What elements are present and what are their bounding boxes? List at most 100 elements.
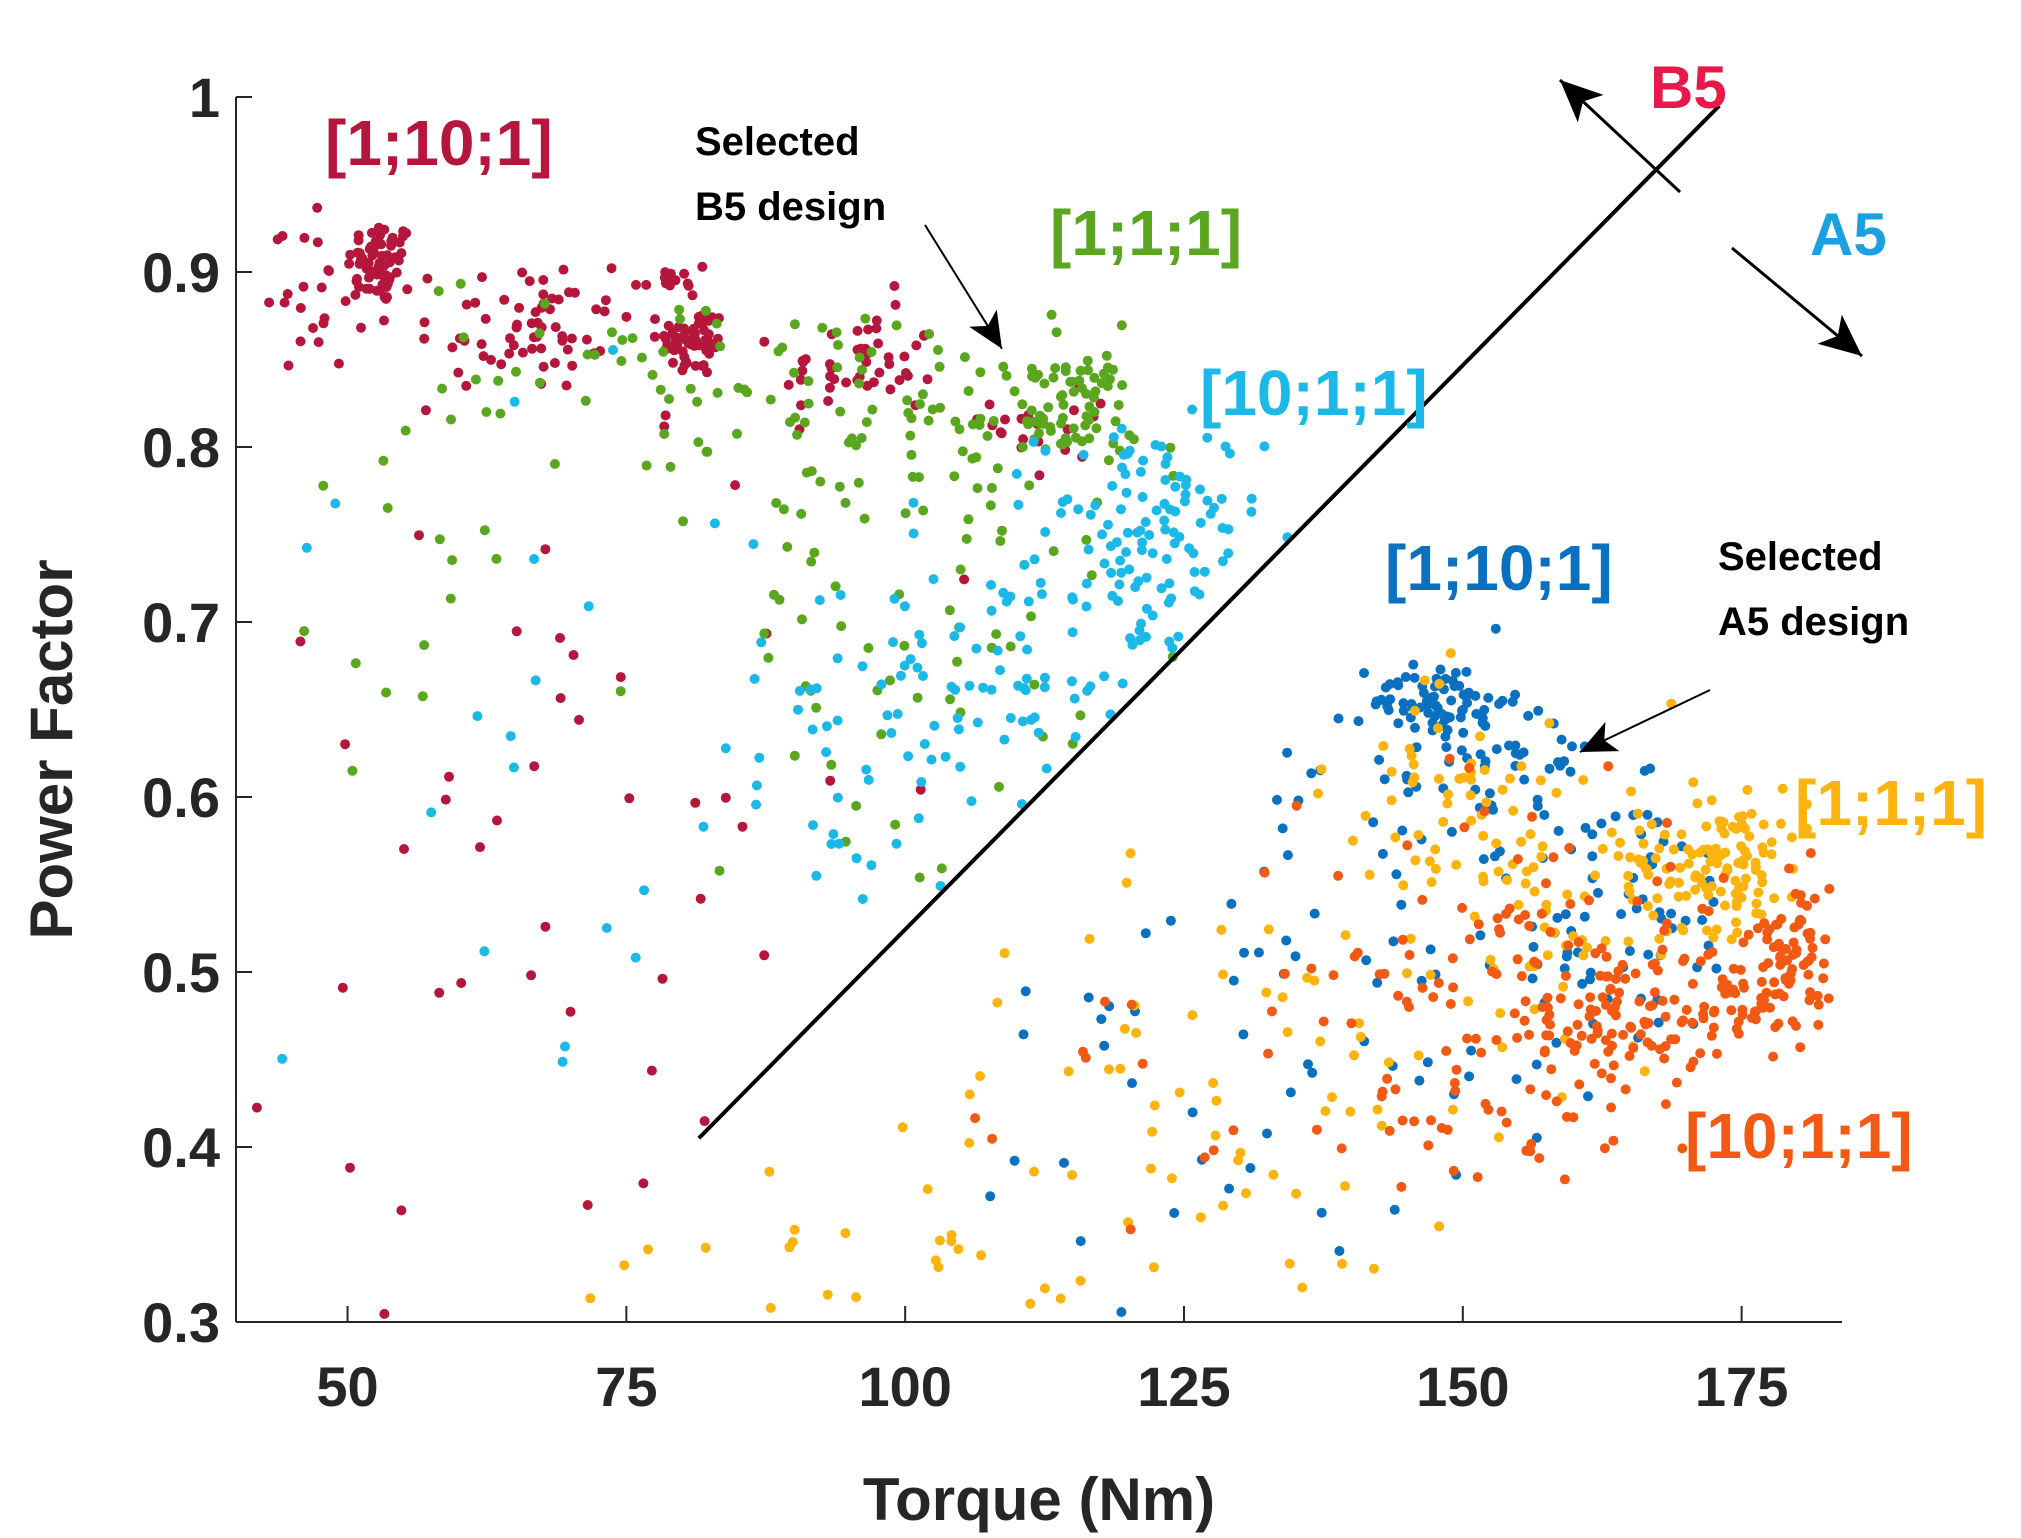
data-point: [378, 455, 389, 466]
points-layer: [251, 202, 1835, 1319]
data-point: [1077, 383, 1087, 394]
data-point: [902, 370, 913, 381]
data-point: [282, 289, 293, 299]
data-point: [659, 429, 670, 439]
data-point: [1027, 371, 1038, 382]
data-point: [574, 714, 584, 725]
data-point: [1115, 555, 1126, 566]
data-point: [1340, 930, 1351, 941]
data-point: [1479, 704, 1490, 715]
data-point: [797, 614, 807, 625]
region-label-a5: A5: [1810, 201, 1887, 268]
data-point: [712, 333, 723, 344]
data-point: [1700, 864, 1711, 875]
data-point: [1534, 1153, 1545, 1164]
data-point: [1103, 519, 1113, 530]
data-point: [985, 500, 996, 511]
data-point: [1596, 943, 1607, 954]
data-point: [1527, 811, 1537, 822]
data-point: [999, 734, 1010, 745]
data-point: [1548, 852, 1559, 863]
data-point: [1263, 924, 1274, 935]
data-point: [1448, 1165, 1459, 1176]
data-point: [1114, 579, 1125, 590]
data-point: [806, 556, 817, 567]
data-point: [1573, 999, 1584, 1010]
data-point: [599, 306, 610, 317]
data-point: [1409, 705, 1420, 716]
data-point: [1435, 664, 1446, 675]
data-point: [1246, 493, 1257, 504]
data-point: [455, 278, 466, 289]
data-point: [923, 415, 934, 426]
data-point: [1220, 441, 1231, 452]
data-point: [1081, 601, 1092, 612]
data-point: [356, 322, 366, 333]
data-point: [1188, 548, 1199, 559]
data-point: [534, 328, 545, 339]
data-point: [826, 839, 837, 849]
series-b5-2: [277, 345, 1293, 1067]
data-point: [1765, 1002, 1775, 1013]
data-point: [1021, 673, 1032, 684]
data-point: [1717, 974, 1728, 985]
data-point: [1736, 841, 1747, 852]
data-point: [975, 367, 986, 378]
data-point: [298, 281, 309, 292]
data-point: [1136, 545, 1147, 556]
data-point: [1470, 690, 1481, 701]
data-point: [1432, 702, 1443, 713]
data-point: [1572, 1019, 1583, 1030]
data-point: [539, 298, 550, 309]
data-point: [1766, 849, 1777, 860]
data-point: [856, 433, 867, 443]
data-point: [1122, 527, 1133, 538]
data-point: [955, 564, 966, 575]
data-point: [1029, 712, 1040, 723]
data-point: [352, 273, 362, 284]
data-point: [808, 820, 818, 831]
data-point: [832, 653, 843, 664]
data-point: [1238, 1029, 1249, 1040]
data-point: [949, 631, 960, 642]
data-point: [1179, 496, 1190, 507]
data-point: [1559, 963, 1570, 974]
data-point: [1773, 1018, 1784, 1029]
data-point: [1558, 981, 1569, 992]
data-point: [955, 622, 966, 633]
data-point: [1497, 695, 1508, 706]
data-point: [1085, 681, 1096, 692]
data-point: [1464, 763, 1475, 773]
data-point: [1654, 843, 1665, 854]
data-point: [1140, 517, 1151, 527]
data-point: [560, 1041, 570, 1052]
data-point: [589, 349, 600, 360]
data-point: [1187, 1107, 1198, 1118]
data-point: [1690, 884, 1701, 895]
data-point: [1368, 1263, 1379, 1274]
data-point: [1805, 987, 1816, 998]
data-point: [1361, 955, 1372, 966]
data-point: [1336, 1143, 1347, 1154]
data-point: [1708, 932, 1719, 943]
data-point: [1035, 418, 1046, 429]
data-point: [1761, 987, 1772, 998]
data-point: [1582, 942, 1593, 953]
data-point: [914, 472, 924, 483]
data-point: [376, 239, 387, 250]
data-point: [1443, 789, 1453, 800]
data-point: [998, 587, 1009, 598]
label-layer: B5 A5 [1;10;1] [1;1;1] [10;1;1] [1;10;1] [1;1;…: [325, 54, 1987, 1172]
data-point: [1520, 996, 1531, 1007]
data-point: [1195, 1212, 1206, 1223]
data-point: [1088, 392, 1099, 403]
data-point: [1599, 1143, 1610, 1154]
data-point: [912, 662, 923, 673]
data-point: [1481, 797, 1492, 808]
data-point: [914, 872, 925, 883]
data-point: [1559, 1174, 1570, 1185]
data-point: [1648, 910, 1659, 921]
data-point: [1066, 676, 1077, 687]
data-point: [486, 354, 496, 365]
data-point: [1751, 898, 1762, 909]
